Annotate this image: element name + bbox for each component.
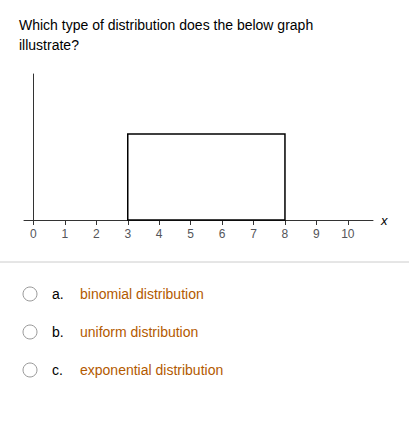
svg-text:7: 7 [250, 227, 257, 241]
svg-text:5: 5 [187, 227, 194, 241]
svg-text:Which type of distribution doe: Which type of distribution does the belo… [19, 17, 313, 33]
svg-text:x: x [380, 213, 388, 228]
svg-text:0: 0 [30, 227, 37, 241]
svg-text:10: 10 [341, 227, 355, 241]
svg-text:2: 2 [93, 227, 100, 241]
svg-text:uniform distribution: uniform distribution [80, 324, 198, 340]
svg-text:8: 8 [282, 227, 289, 241]
svg-text:binomial distribution: binomial distribution [80, 286, 204, 302]
svg-text:4: 4 [156, 227, 163, 241]
svg-text:a.: a. [52, 286, 64, 302]
svg-text:c.: c. [52, 362, 63, 378]
svg-text:illustrate?: illustrate? [19, 37, 79, 53]
svg-text:3: 3 [124, 227, 131, 241]
svg-text:1: 1 [62, 227, 69, 241]
svg-text:b.: b. [52, 324, 64, 340]
svg-text:6: 6 [219, 227, 226, 241]
svg-text:9: 9 [313, 227, 320, 241]
svg-text:exponential distribution: exponential distribution [80, 362, 223, 378]
